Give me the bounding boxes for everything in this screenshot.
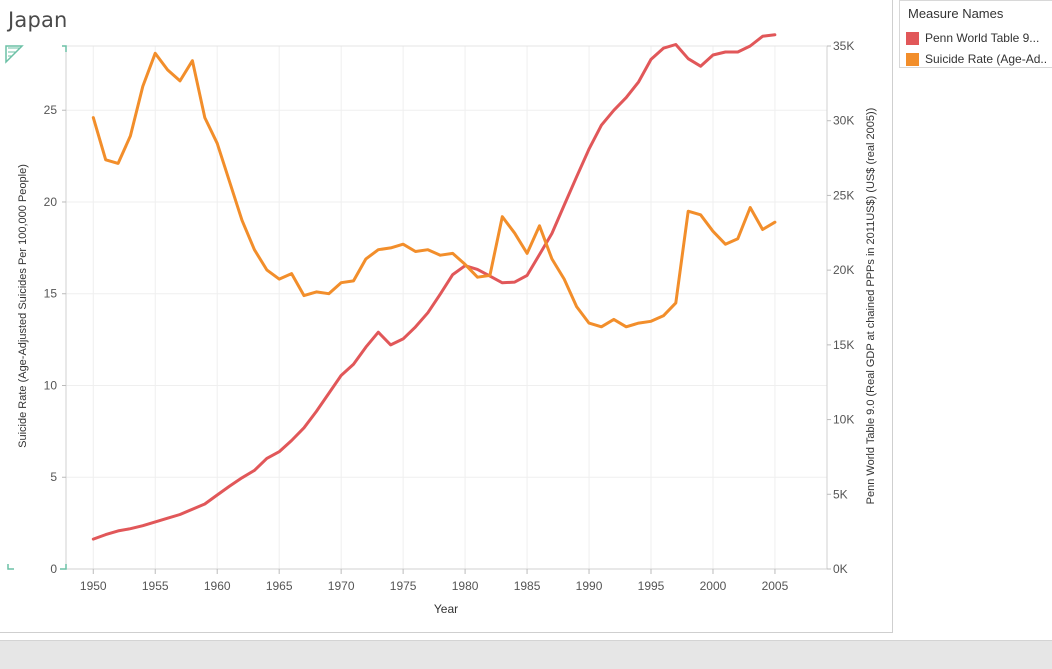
x-tick-label: 1950 (80, 579, 107, 593)
series-line-suicide-rate (91, 51, 777, 329)
corner-mark-top-left (5, 45, 24, 64)
y-left-tick-label: 25 (44, 103, 58, 117)
dual-axis-line-chart[interactable]: 1950 1955 1960 1965 1970 1975 1980 1985 1990 1995… (0, 0, 893, 633)
y-left-tick-label: 0 (50, 562, 57, 576)
x-tick-label: 1990 (576, 579, 603, 593)
legend: Measure Names Penn World Table 9... Suic… (899, 0, 1052, 68)
x-tick-label: 2000 (700, 579, 727, 593)
gridlines (66, 46, 827, 570)
legend-item-gdp[interactable]: Penn World Table 9... (906, 30, 1039, 46)
legend-item-suicide-rate[interactable]: Suicide Rate (Age-Ad.. (906, 51, 1047, 67)
corner-mark-bottom-left (7, 564, 14, 570)
y-left-tick-label: 20 (44, 195, 58, 209)
corner-hatch (8, 47, 20, 57)
y-right-tick-label: 20K (833, 263, 854, 277)
legend-title: Measure Names (908, 6, 1004, 21)
x-tick-label: 1965 (266, 579, 293, 593)
x-tick-label: 1975 (390, 579, 417, 593)
y-left-tick-label: 15 (44, 287, 58, 301)
status-bar (0, 640, 1052, 669)
x-tick-label: 1980 (452, 579, 479, 593)
corner-mark-bottom-right (60, 564, 67, 570)
x-tick-label: 2005 (762, 579, 789, 593)
y-axis-left-title: Suicide Rate (Age-Adjusted Suicides Per … (17, 164, 29, 448)
axes: 1950 1955 1960 1965 1970 1975 1980 1985 1990 1995… (44, 39, 855, 593)
y-right-tick-label: 25K (833, 188, 854, 202)
chart-panel (0, 0, 893, 633)
legend-label-gdp: Penn World Table 9... (925, 31, 1040, 45)
y-right-tick-label: 30K (833, 114, 854, 128)
y-right-tick-label: 5K (833, 487, 848, 501)
selection-corner-marks (5, 45, 67, 570)
y-right-tick-label: 35K (833, 39, 854, 53)
x-axis-title: Year (434, 602, 458, 616)
series-line-gdp (91, 33, 777, 541)
corner-mark-top-right (62, 45, 67, 52)
y-right-tick-label: 15K (833, 338, 854, 352)
series-lines (91, 33, 777, 541)
legend-label-suicide-rate: Suicide Rate (Age-Ad.. (925, 52, 1048, 66)
page-title: Japan (8, 8, 68, 32)
x-tick-label: 1960 (204, 579, 231, 593)
y-axis-right-title: Penn World Table 9.0 (Real GDP at chaine… (865, 108, 877, 505)
x-tick-label: 1970 (328, 579, 355, 593)
x-tick-label: 1985 (514, 579, 541, 593)
legend-swatch-suicide-rate (906, 52, 919, 66)
y-left-tick-label: 10 (44, 378, 58, 392)
legend-swatch-gdp (906, 31, 919, 45)
y-right-tick-label: 0K (833, 562, 848, 576)
y-right-tick-label: 10K (833, 413, 854, 427)
x-tick-label: 1955 (142, 579, 169, 593)
y-left-tick-label: 5 (50, 470, 57, 484)
x-tick-label: 1995 (638, 579, 665, 593)
